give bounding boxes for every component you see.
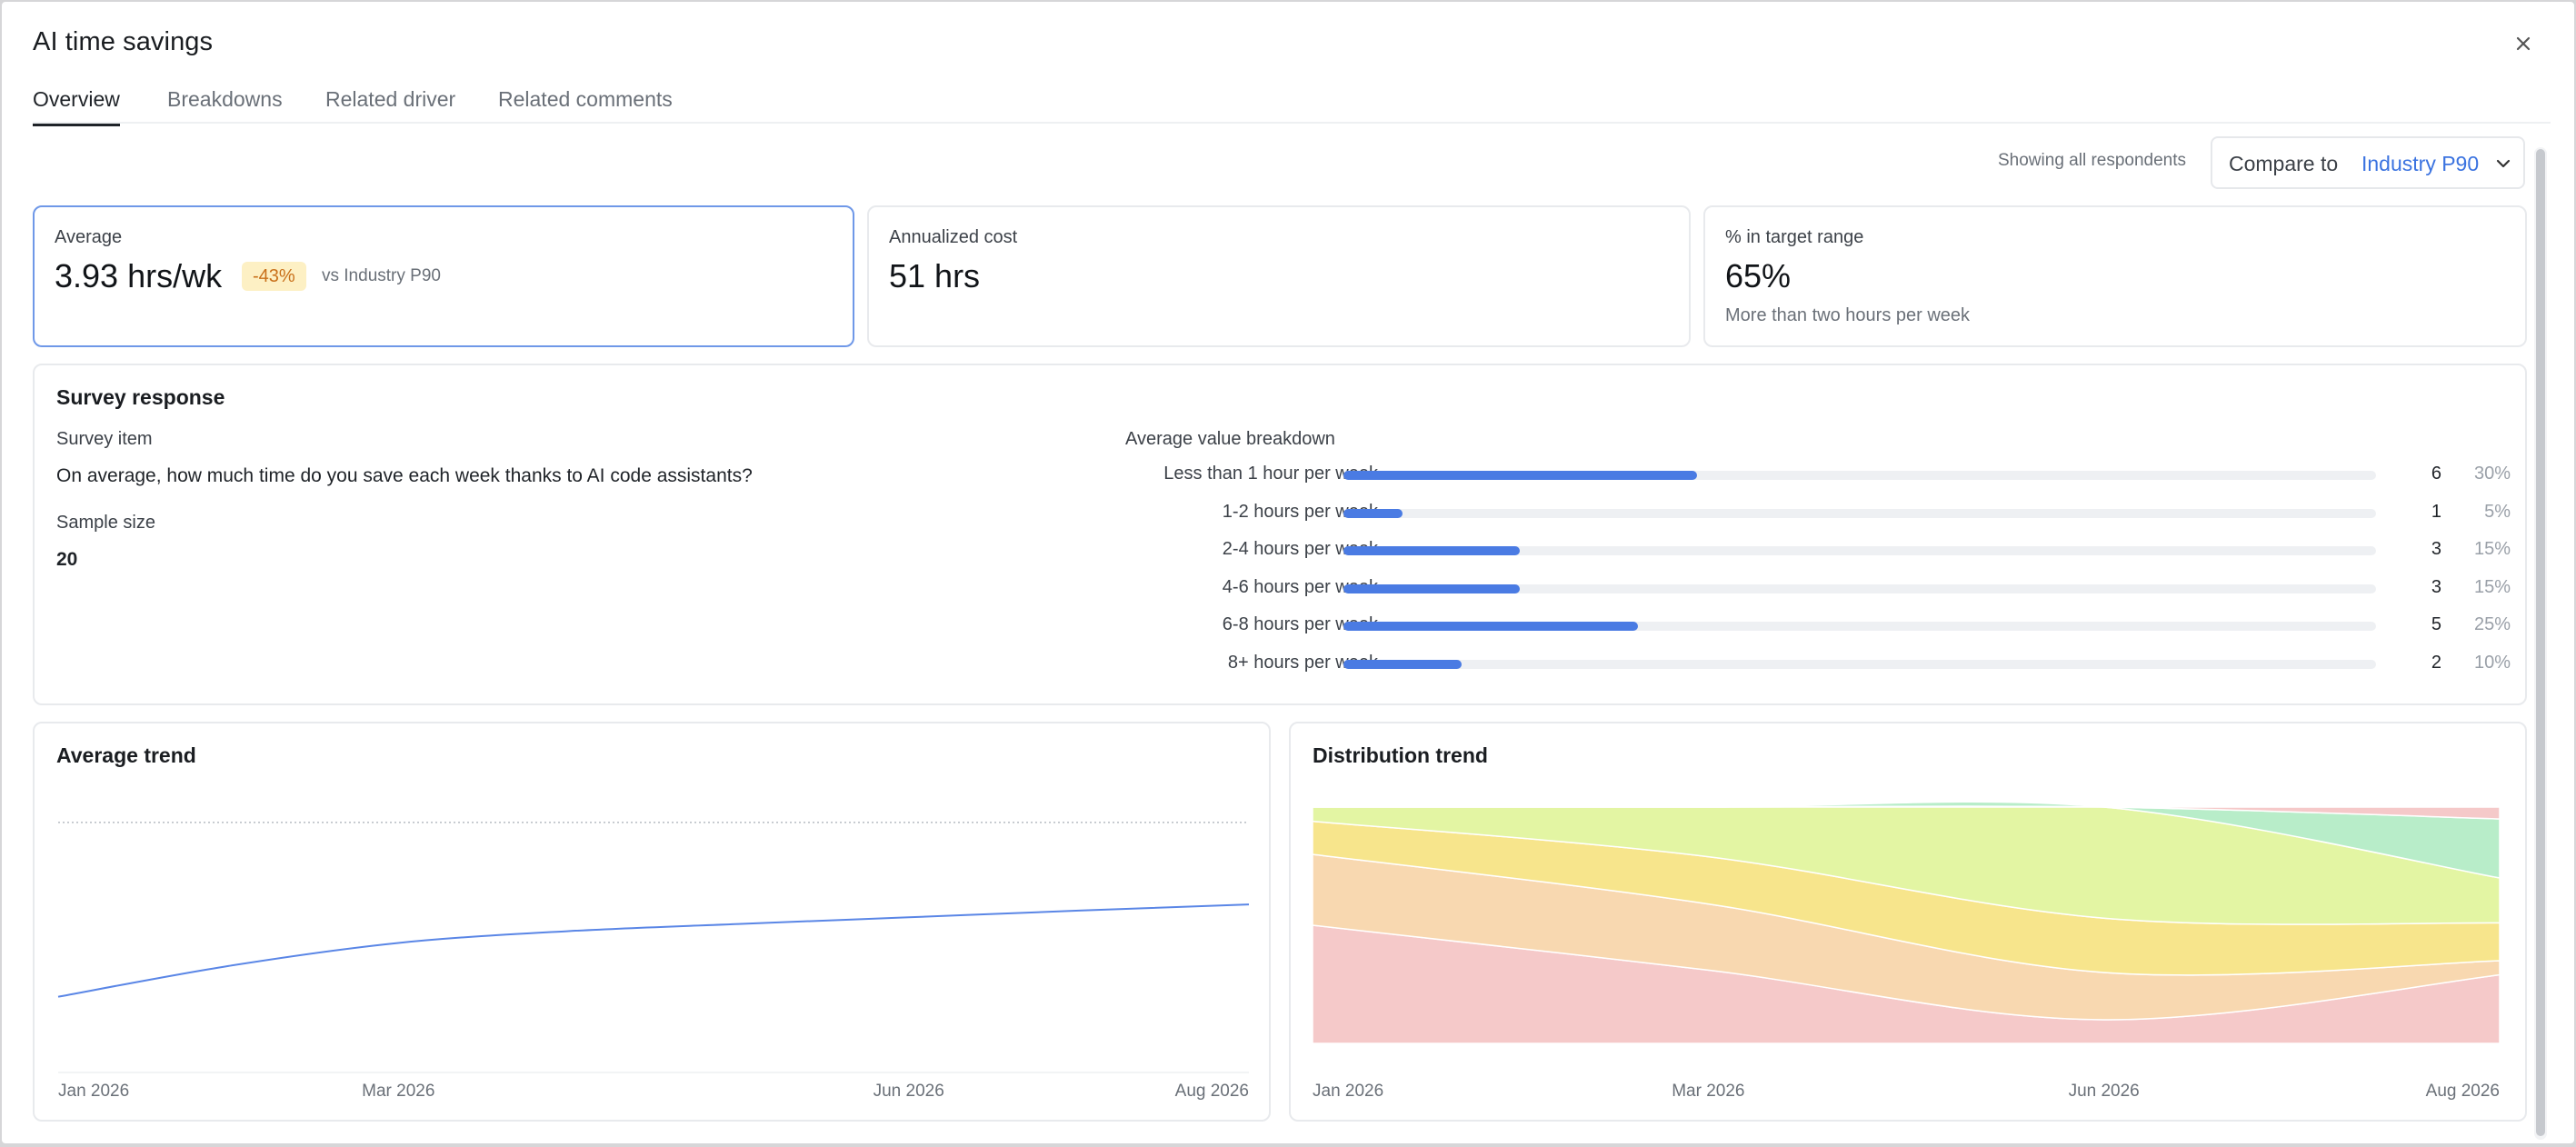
kpi-average-comparison: vs Industry P90 xyxy=(322,266,441,285)
breakdown-bar xyxy=(1343,546,1521,555)
breakdown-row: 2-4 hours per week 3 15% xyxy=(1125,537,2552,564)
x-tick-label: Aug 2026 xyxy=(2426,1082,2500,1101)
series-line xyxy=(57,903,1250,998)
breakdown-row: 1-2 hours per week 1 5% xyxy=(1125,500,2552,527)
kpi-target-value: 65% xyxy=(1725,257,1792,294)
tab-related-comments[interactable]: Related comments xyxy=(498,87,673,111)
breakdown-row-label: 1-2 hours per week xyxy=(1222,501,1378,522)
breakdown-bar xyxy=(1343,583,1521,593)
chevron-down-icon xyxy=(2496,159,2511,168)
tab-overview[interactable]: Overview xyxy=(33,87,120,126)
survey-section-title: Survey response xyxy=(56,385,225,409)
average-trend-card: Average trend Jan 2026 Mar 2026 Jun 2026 Au… xyxy=(33,722,1271,1122)
average-trend-chart: Jan 2026 Mar 2026 Jun 2026 Aug 2026 xyxy=(57,822,1250,1101)
breakdown-percent: 30% xyxy=(2473,464,2511,484)
breakdown-row: 4-6 hours per week 3 15% xyxy=(1125,575,2552,603)
average-trend-title: Average trend xyxy=(56,743,196,767)
breakdown-percent: 5% xyxy=(2484,501,2511,522)
breakdown-row-label: 6-8 hours per week xyxy=(1222,614,1378,634)
breakdown-count: 2 xyxy=(2431,652,2441,673)
kpi-annualized-value: 51 hrs xyxy=(889,257,981,294)
breakdown-count: 3 xyxy=(2431,576,2441,597)
breakdown-bar xyxy=(1343,471,1697,480)
breakdown-row-label: 2-4 hours per week xyxy=(1222,539,1378,559)
distribution-band xyxy=(1313,805,2501,820)
sample-size-label: Sample size xyxy=(56,513,155,533)
distribution-trend-title: Distribution trend xyxy=(1313,743,1488,767)
tab-related-driver[interactable]: Related driver xyxy=(325,87,456,111)
compare-dropdown[interactable]: Compare to Industry P90 xyxy=(2211,136,2525,189)
breakdown-bar-track xyxy=(1343,546,2376,555)
breakdown-row: 8+ hours per week 2 10% xyxy=(1125,651,2552,678)
breakdown-bar-track xyxy=(1343,583,2376,593)
breakdown-count: 6 xyxy=(2431,464,2441,484)
breakdown-row-label: Less than 1 hour per week xyxy=(1163,464,1378,484)
survey-response-card: Survey response Survey item On average, … xyxy=(33,364,2527,705)
breakdown-percent: 15% xyxy=(2473,539,2511,559)
breakdown-row: Less than 1 hour per week 6 30% xyxy=(1125,462,2552,489)
delta-badge: -43% xyxy=(242,262,306,291)
kpi-target-subtext: More than two hours per week xyxy=(1725,305,1971,325)
sample-size-value: 20 xyxy=(56,549,78,570)
modal-title: AI time savings xyxy=(33,27,214,56)
breakdown-row-label: 4-6 hours per week xyxy=(1222,576,1378,597)
kpi-annualized-card[interactable]: Annualized cost 51 hrs xyxy=(867,205,1691,347)
breakdown-percent: 25% xyxy=(2473,614,2511,634)
breakdown-title: Average value breakdown xyxy=(1125,429,1335,449)
distribution-trend-chart: Jan 2026 Mar 2026 Jun 2026 Aug 2026 xyxy=(1312,801,2501,1101)
kpi-average-card[interactable]: Average 3.93 hrs/wk -43% vs Industry P90 xyxy=(33,205,854,347)
tab-breakdowns[interactable]: Breakdowns xyxy=(167,87,283,111)
breakdown-bar-track xyxy=(1343,471,2376,480)
breakdown-count: 5 xyxy=(2431,614,2441,634)
breakdown-row-label: 8+ hours per week xyxy=(1227,652,1378,673)
kpi-target-label: % in target range xyxy=(1725,227,1864,247)
distribution-trend-card: Distribution trend Jan 2026 Mar 2026 Jun 2… xyxy=(1289,722,2527,1122)
survey-item-text: On average, how much time do you save ea… xyxy=(56,465,753,486)
x-tick-label: Mar 2026 xyxy=(362,1082,434,1101)
kpi-average-value: 3.93 hrs/wk xyxy=(55,257,223,294)
breakdown-count: 3 xyxy=(2431,539,2441,559)
kpi-target-card[interactable]: % in target range 65% More than two hour… xyxy=(1703,205,2527,347)
breakdown-bar-track xyxy=(1343,659,2376,669)
breakdown-bar xyxy=(1343,508,1403,518)
breakdown-row: 6-8 hours per week 5 25% xyxy=(1125,613,2552,640)
compare-label: Compare to xyxy=(2229,152,2339,175)
breakdown-bar-track xyxy=(1343,508,2376,518)
breakdown-percent: 15% xyxy=(2473,576,2511,597)
respondents-filter-text: Showing all respondents xyxy=(1998,151,2187,170)
breakdown-percent: 10% xyxy=(2473,652,2511,673)
x-tick-label: Mar 2026 xyxy=(1672,1082,1744,1101)
scrollbar-thumb[interactable] xyxy=(2536,149,2545,1136)
x-tick-label: Jan 2026 xyxy=(1313,1082,1383,1101)
compare-value: Industry P90 xyxy=(2361,152,2480,175)
close-icon[interactable] xyxy=(2507,27,2540,60)
x-tick-label: Jun 2026 xyxy=(2069,1082,2140,1101)
kpi-average-label: Average xyxy=(55,227,123,247)
tab-bar: Overview Breakdowns Related driver Relat… xyxy=(33,84,2551,126)
x-tick-label: Jun 2026 xyxy=(874,1082,944,1101)
breakdown-bar xyxy=(1343,659,1462,669)
survey-item-label: Survey item xyxy=(56,429,153,449)
kpi-annualized-label: Annualized cost xyxy=(889,227,1018,247)
x-tick-label: Aug 2026 xyxy=(1175,1082,1249,1101)
x-tick-label: Jan 2026 xyxy=(58,1082,129,1101)
close-icon-glyph xyxy=(2516,36,2531,51)
breakdown-count: 1 xyxy=(2431,501,2441,522)
scrollbar[interactable] xyxy=(2534,147,2547,1140)
breakdown-bar xyxy=(1343,622,1638,631)
breakdown-bar-track xyxy=(1343,622,2376,631)
